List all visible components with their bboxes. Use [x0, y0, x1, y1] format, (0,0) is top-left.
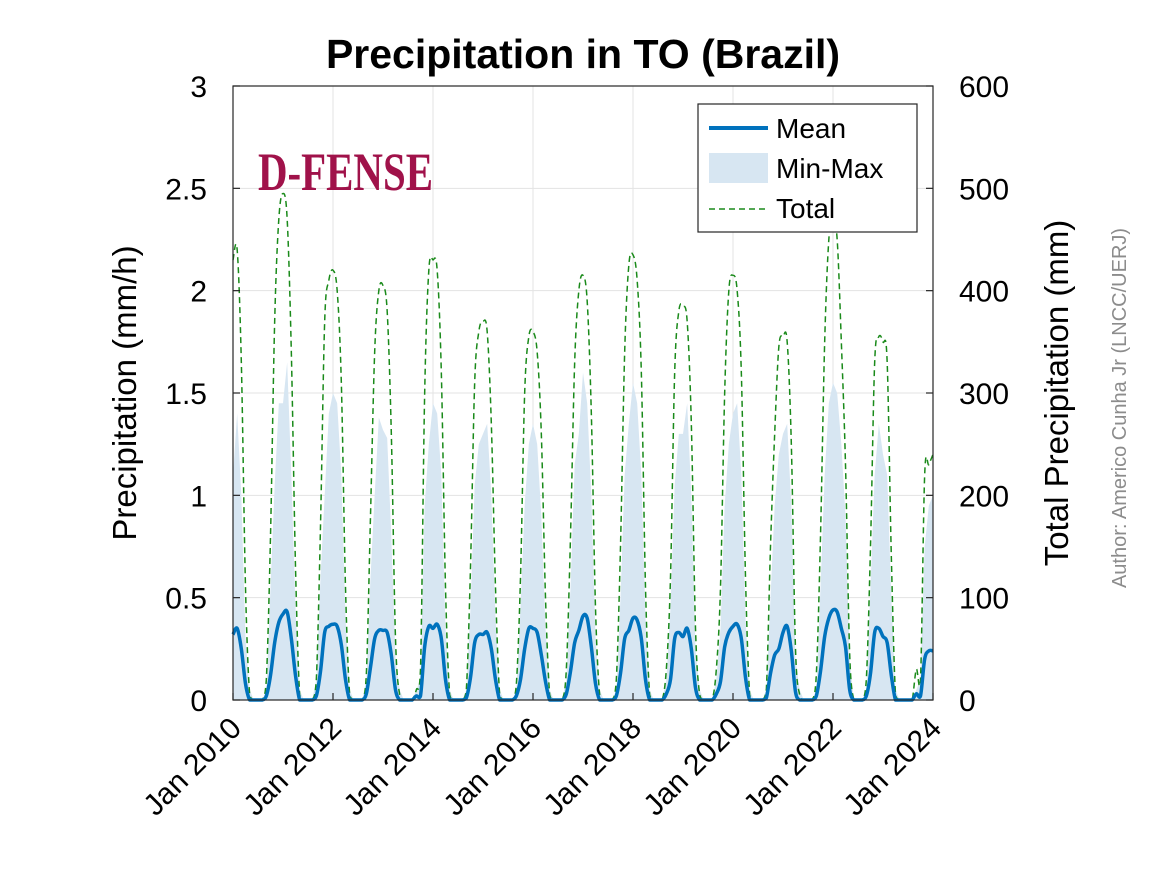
y-left-tick-label: 3	[190, 71, 207, 104]
y-axis-left: 0 0.5 1 1.5 2 2.5 3	[165, 71, 240, 718]
y-left-tick-label: 0.5	[165, 583, 207, 616]
legend-total-label: Total	[776, 193, 835, 224]
minmax-area	[233, 362, 933, 700]
minmax-area-layer	[233, 362, 933, 700]
y-right-tick-label: 100	[959, 583, 1009, 616]
legend-minmax-swatch	[709, 153, 768, 183]
legend-minmax-label: Min-Max	[776, 153, 883, 184]
y-left-tick-label: 0	[190, 685, 207, 718]
x-tick-label: Jan 2024	[837, 712, 948, 823]
y-left-tick-label: 2	[190, 276, 207, 309]
legend-mean-label: Mean	[776, 113, 846, 144]
y-right-tick-label: 0	[959, 685, 976, 718]
total-line	[232, 192, 934, 701]
logo-text: D-FENSE	[258, 142, 433, 202]
y-right-tick-label: 300	[959, 378, 1009, 411]
y-right-tick-label: 500	[959, 173, 1009, 206]
x-tick-label: Jan 2020	[637, 712, 748, 823]
y-right-tick-label: 600	[959, 71, 1009, 104]
total-line-layer	[232, 192, 934, 701]
y-right-tick-label: 200	[959, 480, 1009, 513]
author-credit: Author: Americo Cunha Jr (LNCC/UERJ)	[1109, 228, 1131, 588]
y-left-tick-label: 1	[190, 480, 207, 513]
x-tick-label: Jan 2018	[537, 712, 648, 823]
y-axis-right-title: Total Precipitation (mm)	[1038, 220, 1075, 567]
y-axis-left-title: Precipitation (mm/h)	[106, 245, 143, 540]
x-tick-label: Jan 2012	[237, 712, 348, 823]
x-tick-label: Jan 2016	[437, 712, 548, 823]
logo: D-FENSE	[258, 142, 433, 202]
y-right-tick-label: 400	[959, 276, 1009, 309]
y-axis-right: 0 100 200 300 400 500 600	[926, 71, 1009, 718]
y-left-tick-label: 1.5	[165, 378, 207, 411]
x-tick-label: Jan 2010	[137, 712, 248, 823]
x-tick-label: Jan 2022	[737, 712, 848, 823]
legend: Mean Min-Max Total	[697, 103, 918, 233]
y-left-tick-label: 2.5	[165, 173, 207, 206]
x-tick-label: Jan 2014	[337, 712, 448, 823]
chart-title: Precipitation in TO (Brazil)	[326, 31, 840, 77]
